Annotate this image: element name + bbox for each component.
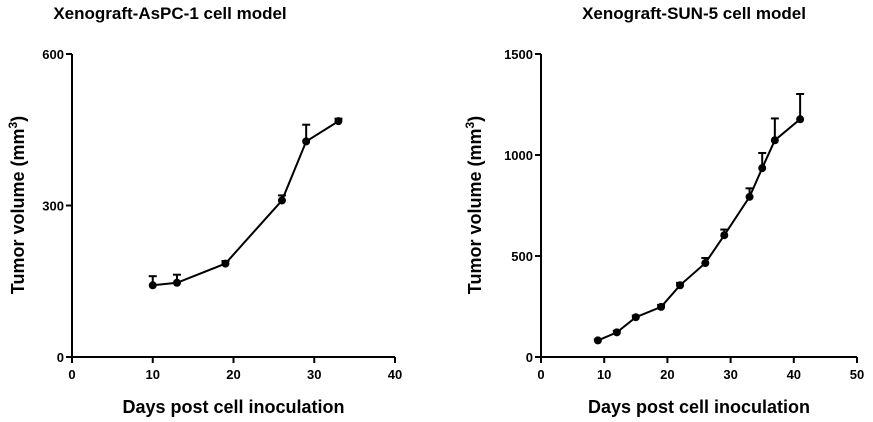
data-point <box>302 137 311 146</box>
data-point <box>277 196 286 205</box>
data-point <box>657 302 666 311</box>
x-tick-label: 0 <box>68 367 75 382</box>
x-tick-label: 30 <box>307 367 321 382</box>
data-point <box>221 259 230 268</box>
x-tick-label: 20 <box>226 367 240 382</box>
data-point <box>612 328 621 337</box>
y-tick-label: 300 <box>42 199 64 214</box>
data-point <box>593 336 602 345</box>
series-line <box>152 120 340 287</box>
y-axis-label: Tumor volume (mm3) <box>6 116 28 294</box>
data-point <box>334 117 343 126</box>
y-tick-label: 1000 <box>504 148 533 163</box>
data-point <box>172 278 181 287</box>
x-tick-label: 20 <box>660 367 674 382</box>
data-point <box>676 281 685 290</box>
y-tick-label: 0 <box>526 350 533 365</box>
y-tick-label: 500 <box>511 249 533 264</box>
x-axis-label: Days post cell inoculation <box>588 397 810 417</box>
x-tick-label: 0 <box>537 367 544 382</box>
data-point <box>720 231 729 240</box>
data-point <box>770 136 779 145</box>
y-tick-label: 1500 <box>504 47 533 62</box>
data-point <box>796 115 805 124</box>
y-tick-label: 0 <box>57 350 64 365</box>
series-line <box>597 118 801 342</box>
y-tick-label: 600 <box>42 47 64 62</box>
x-tick-label: 10 <box>597 367 611 382</box>
x-tick-label: 30 <box>723 367 737 382</box>
x-tick-label: 40 <box>787 367 801 382</box>
x-tick-label: 10 <box>146 367 160 382</box>
data-point <box>745 192 754 201</box>
data-point <box>758 164 767 173</box>
x-tick-label: 40 <box>388 367 402 382</box>
x-tick-label: 50 <box>850 367 864 382</box>
chart-title: Xenograft-AsPC-1 cell model <box>53 4 286 23</box>
y-axis-label: Tumor volume (mm3) <box>463 116 485 294</box>
data-point <box>701 259 710 268</box>
data-point <box>148 281 157 290</box>
x-axis-label: Days post cell inoculation <box>122 397 344 417</box>
data-point <box>631 313 640 322</box>
panel-aspc1: Xenograft-AsPC-1 cell model 0 10 20 30 40 0 300… <box>6 4 402 417</box>
chart-title: Xenograft-SUN-5 cell model <box>582 4 806 23</box>
